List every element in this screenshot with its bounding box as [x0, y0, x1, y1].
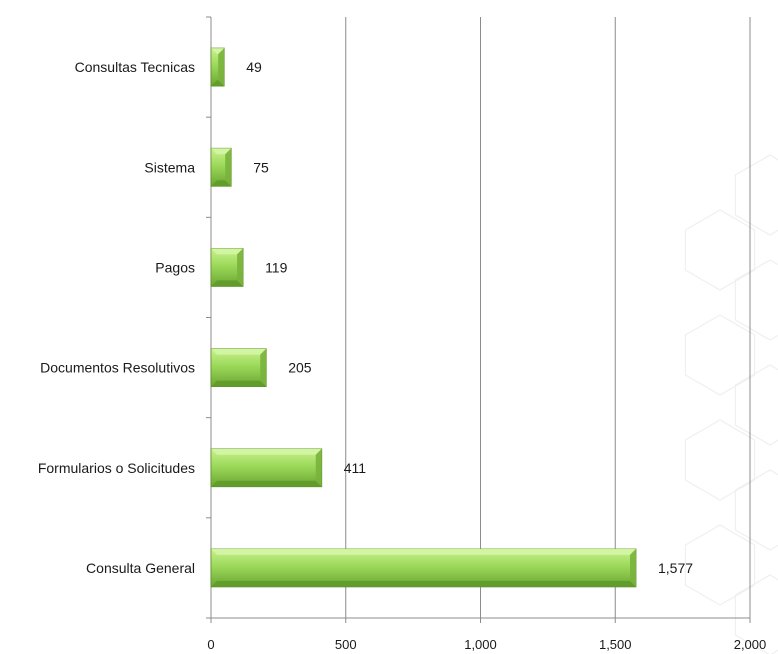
category-label: Documentos Resolutivos: [40, 360, 195, 376]
bar-consulta-general: [210, 548, 637, 588]
category-label: Sistema: [144, 159, 195, 175]
x-tick-label: 500: [335, 637, 357, 652]
data-label: 119: [265, 259, 288, 275]
background-hex-0: [734, 154, 778, 236]
background-hex-3: [734, 469, 778, 551]
data-label: 75: [253, 159, 269, 175]
x-tick-label: 1,000: [464, 637, 497, 652]
axes: [206, 16, 751, 623]
background-hex-1: [734, 259, 778, 341]
data-label: 1,577: [658, 560, 693, 576]
background-hex-7: [684, 419, 756, 501]
category-label: Consultas Tecnicas: [75, 59, 195, 75]
data-label: 205: [288, 360, 312, 376]
category-label: Formularios o Solicitudes: [38, 460, 195, 476]
x-tick-label: 1,500: [599, 637, 632, 652]
bar-pagos: [210, 248, 244, 287]
bar-consultas-tecnicas: [210, 47, 225, 87]
background-hex-4: [734, 574, 778, 654]
bar-formularios-o-solicitudes: [210, 448, 323, 488]
x-tick-label: 2,000: [734, 637, 767, 652]
x-tick-label: 0: [207, 637, 214, 652]
bars: [210, 47, 637, 588]
background-hex-pattern: [684, 154, 778, 654]
background-hex-6: [684, 314, 756, 396]
category-label: Consulta General: [86, 560, 195, 576]
category-label: Pagos: [155, 259, 195, 275]
background-hex-8: [684, 524, 756, 606]
data-label: 49: [246, 59, 262, 75]
bar-sistema: [210, 147, 232, 187]
background-hex-2: [734, 364, 778, 446]
background-hex-5: [684, 209, 756, 291]
labels: 0 500 1,000 1,500 2,000 Consultas Tecnicas 49 S…: [38, 59, 766, 652]
gridlines: [345, 17, 751, 618]
data-label: 411: [344, 460, 367, 476]
bar-documentos-resolutivos: [210, 348, 267, 387]
